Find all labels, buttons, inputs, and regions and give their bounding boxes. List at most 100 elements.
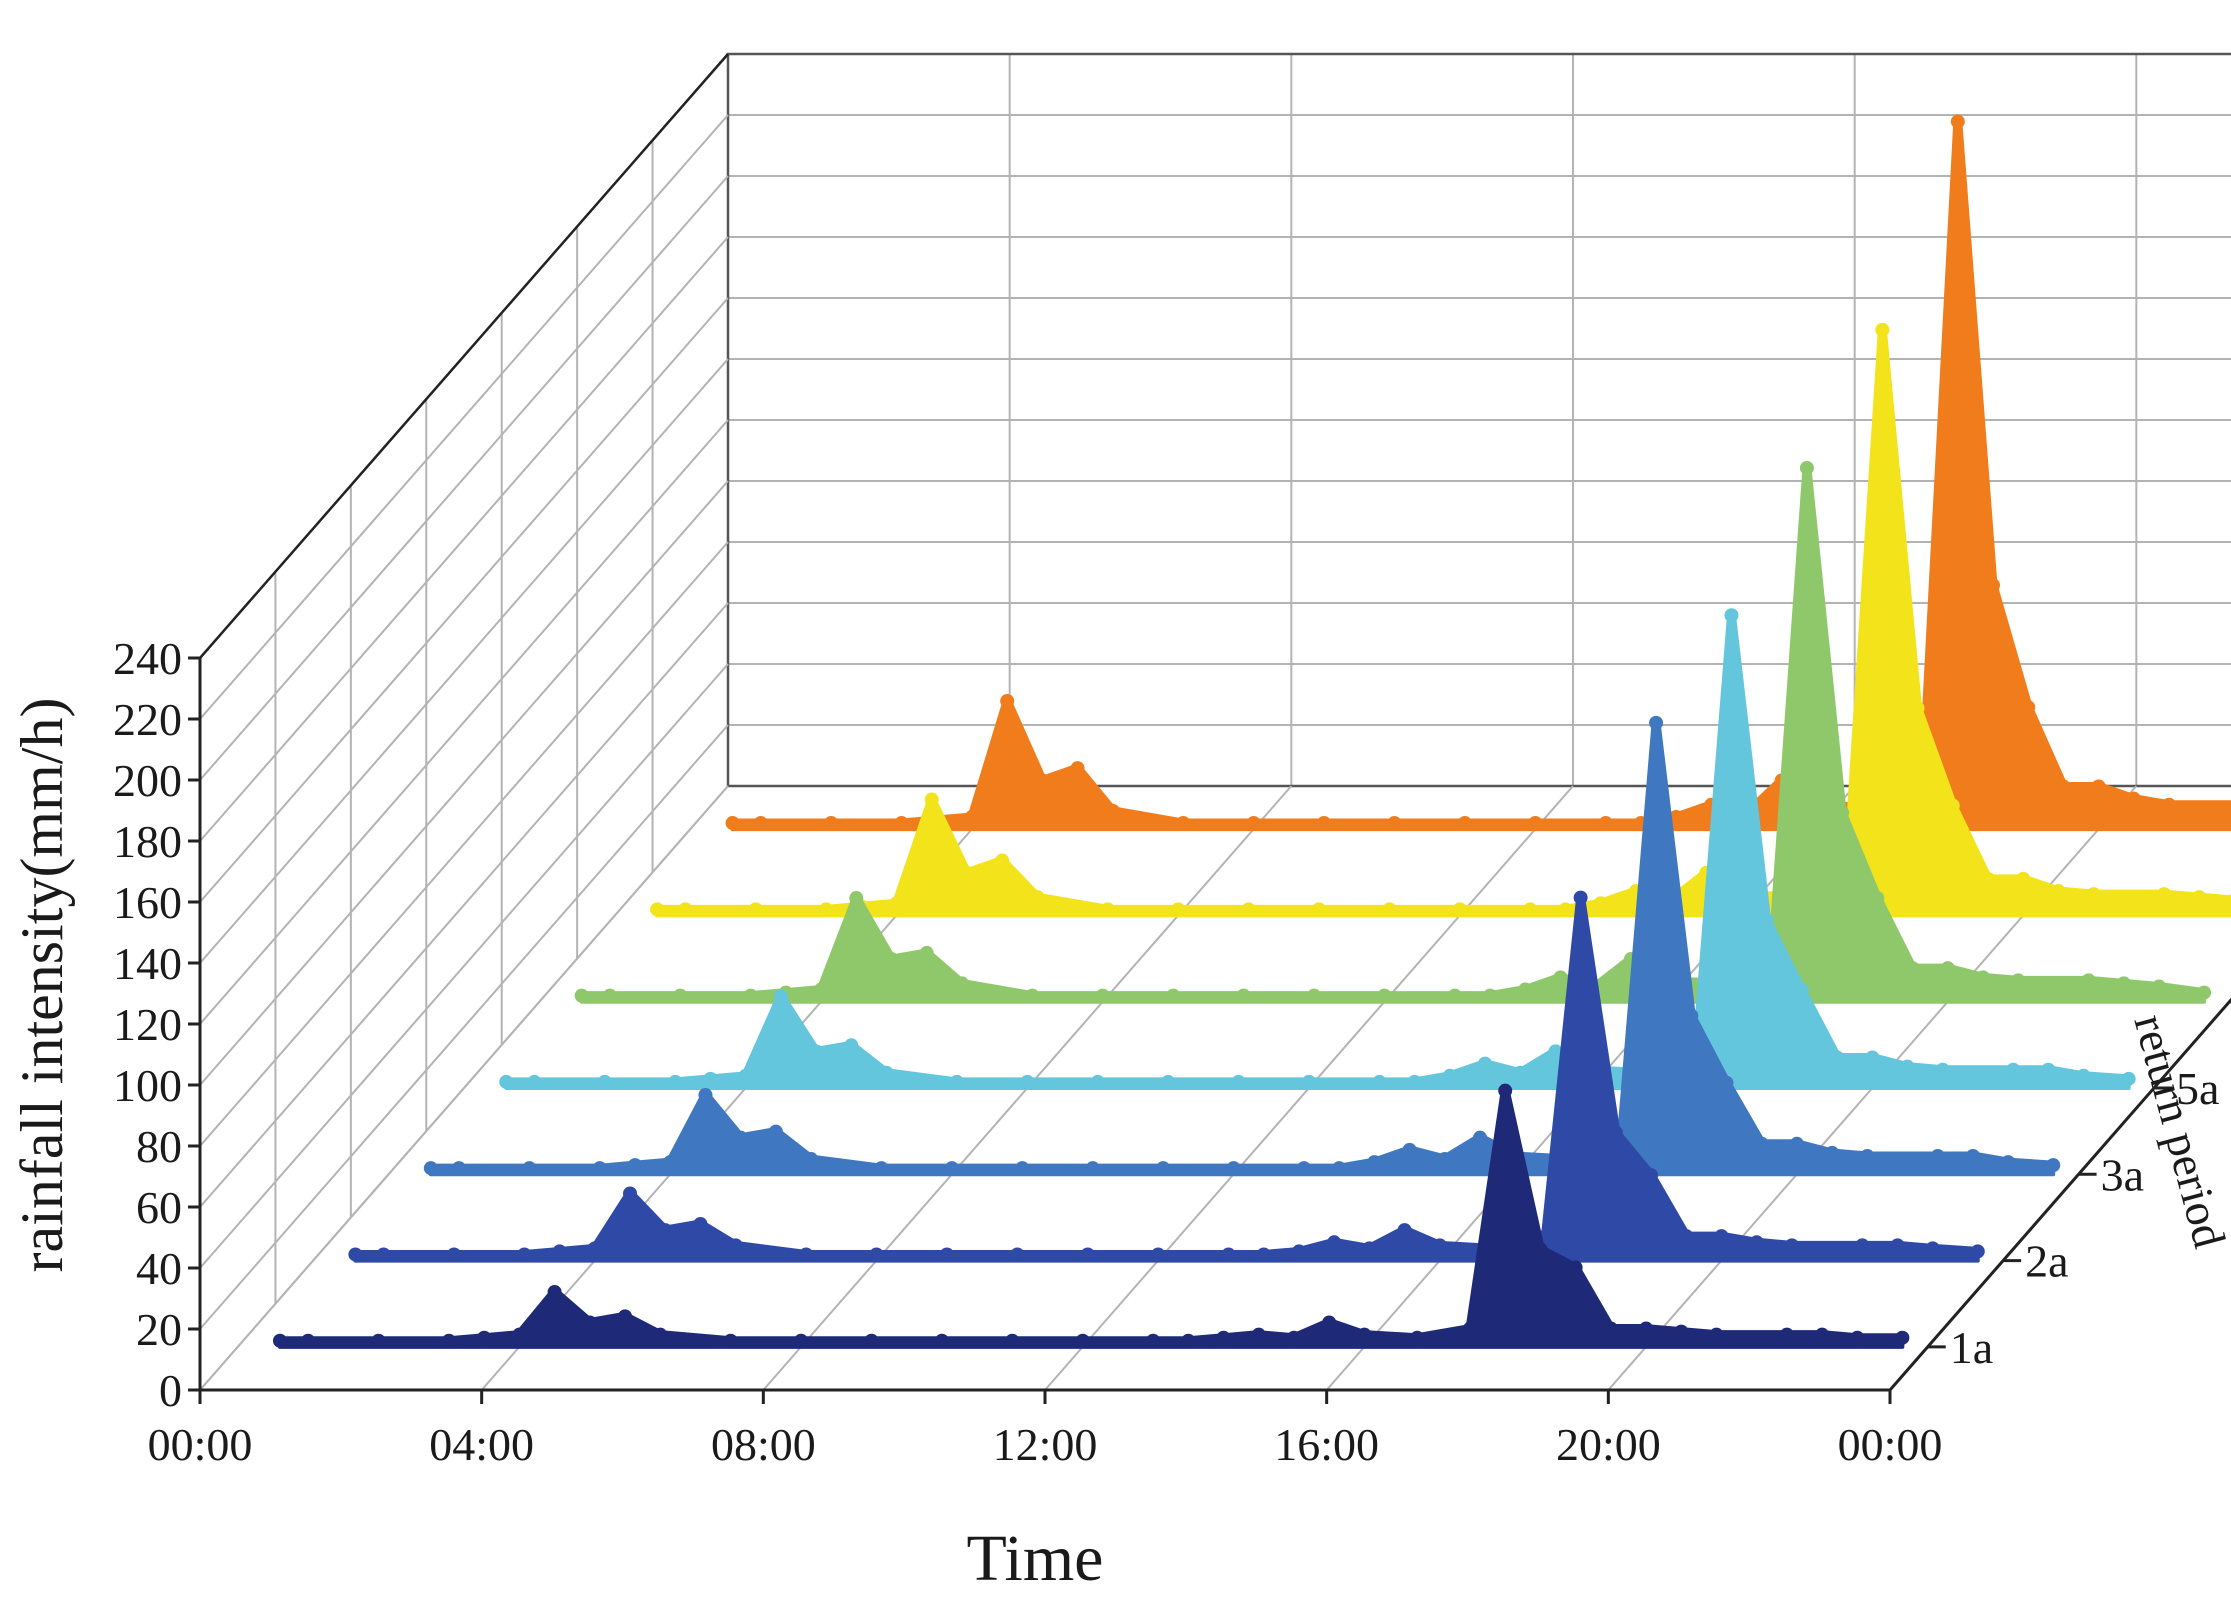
data-point xyxy=(424,1161,438,1175)
y-tick-label: 60 xyxy=(136,1182,182,1233)
data-point xyxy=(995,854,1009,868)
y-tick-label: 220 xyxy=(113,694,182,745)
data-point xyxy=(598,1075,612,1089)
data-point xyxy=(1679,1229,1693,1243)
data-point xyxy=(499,1075,513,1089)
data-point xyxy=(1106,804,1120,818)
data-point xyxy=(1875,323,1889,337)
data-point xyxy=(517,1247,531,1261)
data-point xyxy=(1941,961,1955,975)
data-point xyxy=(1443,1069,1457,1083)
data-point xyxy=(1795,983,1809,997)
data-point xyxy=(1166,989,1180,1003)
data-point xyxy=(1604,1322,1618,1336)
z-tick-label-1a: 1a xyxy=(1950,1322,1993,1373)
data-point xyxy=(965,810,979,824)
data-point xyxy=(1377,989,1391,1003)
x-tick-label: 20:00 xyxy=(1556,1419,1661,1470)
data-point xyxy=(1901,1060,1915,1074)
data-point xyxy=(2127,792,2141,806)
data-point xyxy=(1755,1137,1769,1151)
data-point xyxy=(1091,1075,1105,1089)
data-point xyxy=(1458,816,1472,830)
data-point xyxy=(2077,1069,2091,1083)
data-point xyxy=(1312,902,1326,916)
data-point xyxy=(1478,1057,1492,1071)
data-point xyxy=(1357,1328,1371,1342)
data-point xyxy=(583,1315,597,1329)
data-point xyxy=(658,1223,672,1237)
side-grid-diag xyxy=(200,664,728,1268)
data-point xyxy=(1398,1223,1412,1237)
data-point xyxy=(880,1066,894,1080)
data-point xyxy=(1327,1235,1341,1249)
data-point xyxy=(2021,700,2035,714)
z-tick-label-5a: 5a xyxy=(2176,1063,2219,1114)
data-point xyxy=(1297,1161,1311,1175)
data-point xyxy=(1750,1235,1764,1249)
y-tick-label: 160 xyxy=(113,877,182,928)
data-point xyxy=(1870,891,1884,905)
data-point xyxy=(1639,1322,1653,1336)
data-point xyxy=(553,1244,567,1258)
data-point xyxy=(1146,1334,1160,1348)
data-point xyxy=(950,1075,964,1089)
y-tick-label: 180 xyxy=(113,816,182,867)
series-50a xyxy=(726,115,2231,831)
data-point xyxy=(673,989,687,1003)
data-point xyxy=(819,902,833,916)
data-point xyxy=(2001,1155,2015,1169)
side-grid-diag xyxy=(200,115,728,719)
side-wall-top-edge xyxy=(200,54,728,658)
data-point xyxy=(1760,913,1774,927)
data-point xyxy=(1222,1247,1236,1261)
data-point xyxy=(945,1161,959,1175)
data-point xyxy=(960,866,974,880)
data-point xyxy=(1317,816,1331,830)
data-point xyxy=(1438,1152,1452,1166)
data-point xyxy=(1835,806,1849,820)
data-point xyxy=(1403,1143,1417,1157)
data-point xyxy=(1448,989,1462,1003)
data-point xyxy=(869,1247,883,1261)
data-point xyxy=(1709,1328,1723,1342)
data-point xyxy=(1247,816,1261,830)
data-point xyxy=(844,1038,858,1052)
data-point xyxy=(1176,816,1190,830)
data-point xyxy=(1830,1051,1844,1065)
side-grid-diag xyxy=(200,603,728,1207)
y-tick-label: 200 xyxy=(113,755,182,806)
data-point xyxy=(1292,1244,1306,1258)
data-point xyxy=(628,1158,642,1172)
data-point xyxy=(1252,1328,1266,1342)
data-point xyxy=(698,1088,712,1102)
data-point xyxy=(1594,896,1608,910)
data-point xyxy=(452,1161,466,1175)
data-point xyxy=(1936,1063,1950,1077)
data-point xyxy=(1000,694,1014,708)
data-point xyxy=(1569,1261,1583,1275)
data-point xyxy=(1096,989,1110,1003)
data-point xyxy=(824,816,838,830)
data-point xyxy=(377,1247,391,1261)
y-tick-label: 80 xyxy=(136,1121,182,1172)
data-point xyxy=(734,1131,748,1145)
data-point xyxy=(849,891,863,905)
data-point xyxy=(769,1125,783,1139)
data-point xyxy=(623,1186,637,1200)
y-tick-label: 140 xyxy=(113,938,182,989)
data-point xyxy=(1790,1137,1804,1151)
x-tick-label: 00:00 xyxy=(148,1419,253,1470)
data-point xyxy=(1302,1075,1316,1089)
data-point xyxy=(1322,1315,1336,1329)
data-point xyxy=(1553,970,1567,984)
data-point xyxy=(1035,773,1049,787)
data-point xyxy=(1976,970,1990,984)
x-tick-label: 16:00 xyxy=(1274,1419,1379,1470)
data-point xyxy=(1906,961,1920,975)
data-point xyxy=(1815,1328,1829,1342)
data-point xyxy=(663,1155,677,1169)
data-point xyxy=(1865,1051,1879,1065)
data-point xyxy=(1257,1247,1271,1261)
